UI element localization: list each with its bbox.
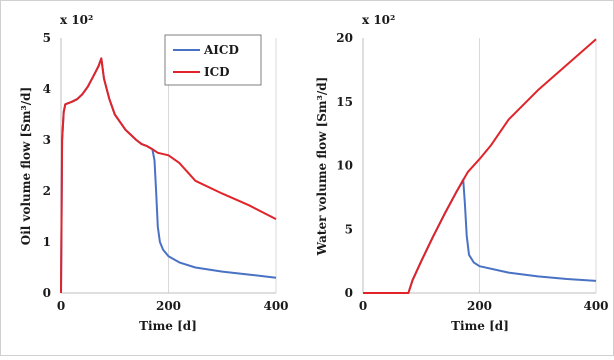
oil-y-multiplier: x 10² xyxy=(60,13,93,27)
water-y-tick-label: 10 xyxy=(336,159,353,173)
water-y-tick-label: 0 xyxy=(345,286,353,300)
oil-series-icd-line xyxy=(60,57,277,294)
oil-y-tick-label: 5 xyxy=(43,31,51,45)
oil-y-tick-label: 4 xyxy=(43,82,51,96)
oil-y-tick-label: 1 xyxy=(43,235,51,249)
oil-y-tick-label: 3 xyxy=(43,133,51,147)
oil-y-tick-label: 0 xyxy=(43,286,51,300)
water-flow-panel: x 10² Water volume flow [Sm³/d] Time [d]… xyxy=(315,13,609,333)
water-x-tick-label: 400 xyxy=(583,299,608,313)
legend-box xyxy=(164,34,262,86)
water-y-multiplier: x 10² xyxy=(362,13,395,27)
water-x-tick-label: 0 xyxy=(359,299,367,313)
water-y-axis-title: Water volume flow [Sm³/d] xyxy=(315,77,329,257)
legend: AICD ICD xyxy=(164,34,262,86)
water-series-icd-line xyxy=(363,38,597,294)
oil-x-tick-label: 400 xyxy=(263,299,288,313)
oil-y-axis-title: Oil volume flow [Sm³/d] xyxy=(19,87,33,246)
water-x-axis-title: Time [d] xyxy=(451,319,509,333)
legend-label-aicd: AICD xyxy=(203,43,239,57)
oil-x-axis-title: Time [d] xyxy=(139,319,197,333)
water-y-tick-label: 5 xyxy=(345,222,353,236)
oil-x-tick-label: 0 xyxy=(57,299,65,313)
legend-label-icd: ICD xyxy=(204,65,230,79)
water-y-tick-label: 15 xyxy=(336,95,353,109)
water-y-tick-label: 20 xyxy=(336,31,353,45)
oil-y-tick-label: 2 xyxy=(43,184,51,198)
oil-x-tick-label: 200 xyxy=(156,299,181,313)
water-x-tick-label: 200 xyxy=(467,299,492,313)
